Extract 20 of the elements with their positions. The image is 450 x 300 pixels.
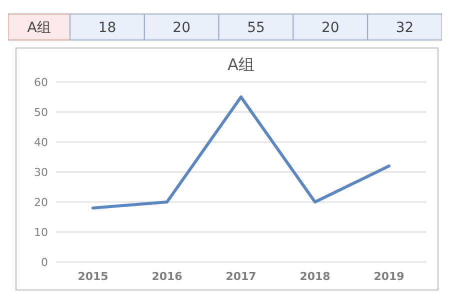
x-tick-label: 2016 — [152, 270, 183, 283]
data-label: 20 — [321, 20, 340, 36]
y-tick-label: 60 — [34, 76, 48, 89]
data-label: 32 — [396, 20, 414, 36]
x-tick-label: 2018 — [300, 270, 330, 283]
y-tick-label: 30 — [34, 166, 48, 179]
chart-title: A组 — [228, 55, 254, 74]
y-tick-label: 0 — [41, 256, 48, 269]
y-tick-label: 50 — [34, 106, 48, 119]
line-series — [92, 96, 390, 210]
y-tick-label: 20 — [34, 196, 48, 209]
data-label: 18 — [98, 20, 116, 36]
y-tick-label: 10 — [34, 226, 48, 239]
x-tick-label: 2019 — [374, 270, 404, 283]
text: A组 — [27, 20, 51, 36]
y-tick-label: 40 — [34, 136, 48, 149]
x-tick-label: 2017 — [226, 270, 256, 283]
x-tick-label: 2015 — [78, 270, 108, 283]
data-label: 20 — [172, 20, 191, 36]
data-label: 55 — [247, 20, 265, 36]
